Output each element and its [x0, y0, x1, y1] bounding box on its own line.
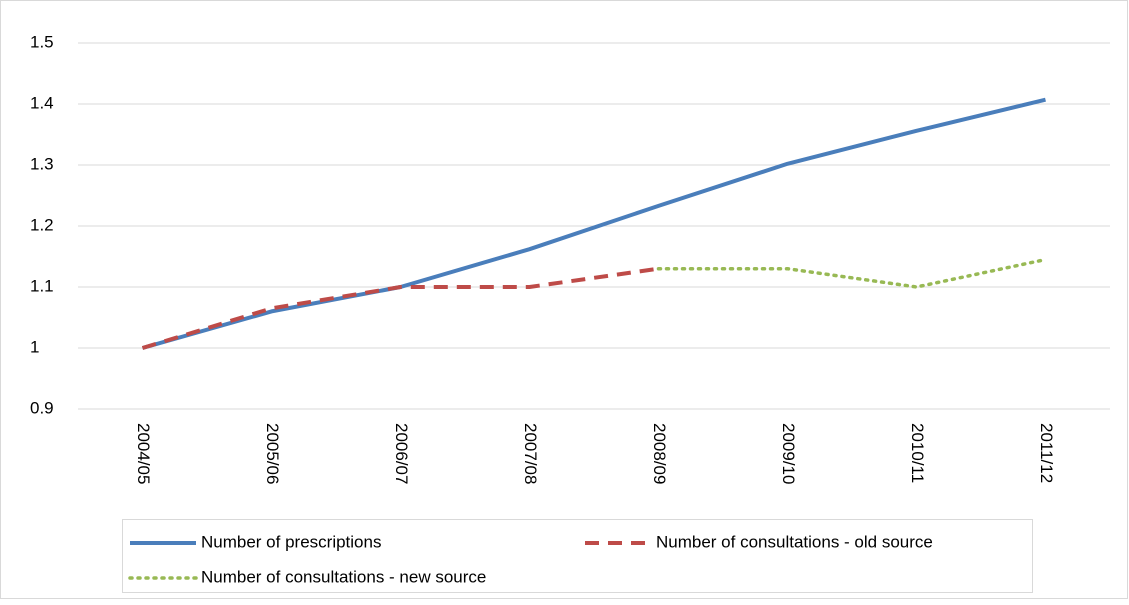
line-series: [141, 97, 1046, 350]
legend-box: [122, 519, 1033, 593]
legend-label: Number of consultations - new source: [201, 567, 486, 586]
x-tick-label: 2005/06: [263, 423, 282, 484]
y-tick-label: 1: [30, 337, 39, 356]
y-tick-label: 1.5: [30, 32, 54, 51]
line-series: [656, 257, 1048, 289]
y-tick-label: 0.9: [30, 398, 54, 417]
line-series: [141, 266, 659, 350]
x-tick-label: 2010/11: [908, 423, 927, 483]
x-tick-label: 2006/07: [392, 423, 411, 484]
legend-label: Number of prescriptions: [201, 532, 381, 551]
x-tick-label: 2009/10: [779, 423, 798, 484]
y-tick-label: 1.3: [30, 154, 54, 173]
x-tick-label: 2011/12: [1037, 423, 1056, 483]
legend-label: Number of consultations - old source: [656, 532, 933, 551]
y-tick-label: 1.2: [30, 215, 54, 234]
y-tick-label: 1.1: [30, 276, 54, 295]
x-tick-label: 2004/05: [134, 423, 153, 484]
y-tick-label: 1.4: [30, 93, 54, 112]
x-tick-label: 2007/08: [521, 423, 540, 484]
x-tick-label: 2008/09: [650, 423, 669, 484]
